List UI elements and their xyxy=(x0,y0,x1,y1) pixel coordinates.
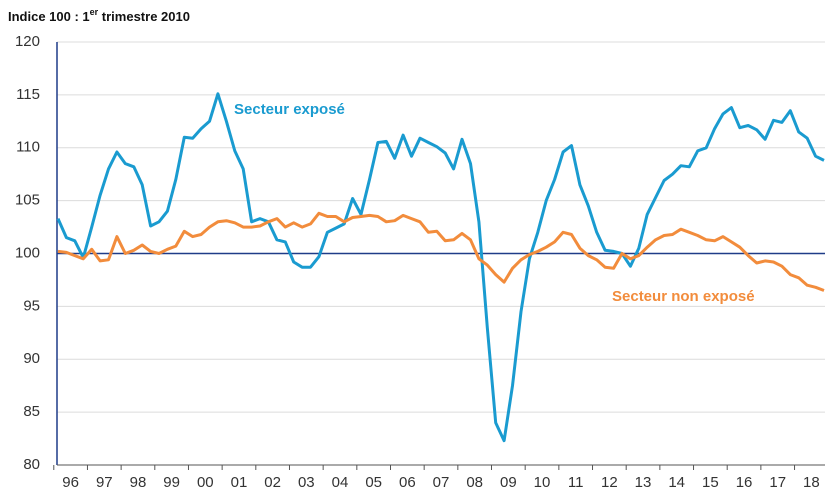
x-tick-label: 96 xyxy=(62,474,79,491)
x-tick-label: 15 xyxy=(702,474,719,491)
x-tick-label: 03 xyxy=(298,474,315,491)
x-tick-label: 98 xyxy=(130,474,147,491)
series-line xyxy=(57,211,825,292)
y-tick-label: 85 xyxy=(23,403,40,420)
x-tick-label: 99 xyxy=(163,474,180,491)
x-tick-label: 14 xyxy=(668,474,685,491)
x-tick-label: 97 xyxy=(96,474,113,491)
title-part: Indice 100 : 1 xyxy=(8,9,90,24)
x-tick-label: 04 xyxy=(332,474,349,491)
x-tick-label: 01 xyxy=(231,474,248,491)
y-tick-label: 115 xyxy=(16,86,40,103)
y-tick-label: 90 xyxy=(23,350,40,367)
x-tick-label: 00 xyxy=(197,474,214,491)
x-tick-label: 05 xyxy=(365,474,382,491)
series-label: Secteur non exposé xyxy=(612,288,755,305)
x-tick-label: 12 xyxy=(601,474,618,491)
x-tick-label: 13 xyxy=(635,474,652,491)
y-tick-label: 100 xyxy=(15,244,40,261)
x-tick-label: 17 xyxy=(769,474,786,491)
x-tick-label: 07 xyxy=(433,474,450,491)
x-tick-label: 18 xyxy=(803,474,820,491)
series-line xyxy=(56,92,825,443)
title-part: trimestre 2010 xyxy=(98,9,190,24)
y-tick-label: 105 xyxy=(15,192,40,209)
y-tick-label: 110 xyxy=(16,139,40,156)
chart-title: Indice 100 : 1er trimestre 2010 xyxy=(8,7,190,24)
x-tick-label: 11 xyxy=(568,474,584,491)
x-tick-label: 06 xyxy=(399,474,416,491)
y-tick-label: 80 xyxy=(23,456,40,473)
x-tick-label: 16 xyxy=(736,474,753,491)
y-tick-label: 120 xyxy=(15,33,40,50)
title-sup: er xyxy=(90,7,99,17)
x-tick-label: 02 xyxy=(264,474,281,491)
y-tick-label: 95 xyxy=(23,297,40,314)
x-tick-label: 09 xyxy=(500,474,517,491)
x-tick-label: 10 xyxy=(534,474,551,491)
series-label: Secteur exposé xyxy=(234,101,345,118)
x-tick-label: 08 xyxy=(466,474,483,491)
